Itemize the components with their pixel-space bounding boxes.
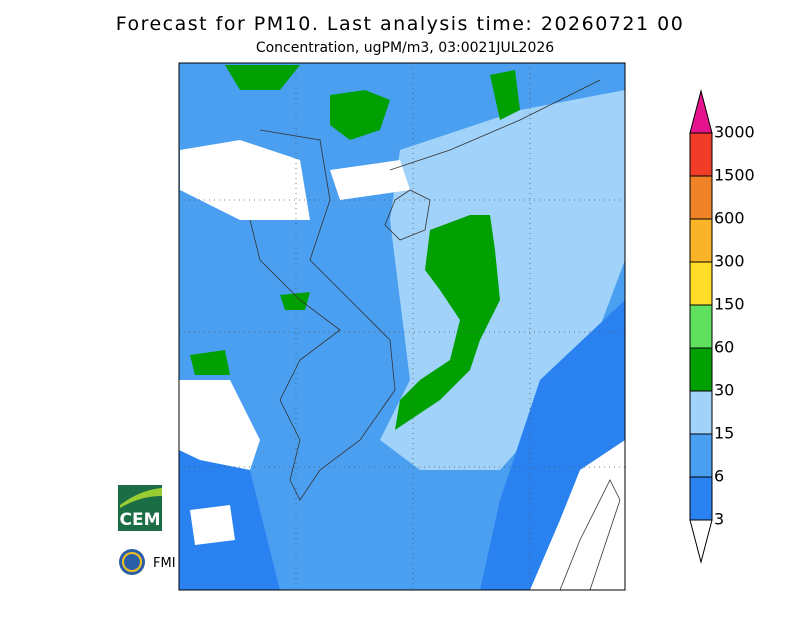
fmi-text: FMI <box>153 556 176 571</box>
colorbar-segment <box>689 390 713 435</box>
green-region <box>225 65 300 90</box>
no-data-region <box>530 440 625 590</box>
title: Forecast for PM10. Last analysis time: 2… <box>116 13 685 35</box>
map <box>178 62 626 591</box>
colorbar-label: 30 <box>714 381 734 400</box>
colorbar-label: 1500 <box>714 166 755 185</box>
coastline <box>249 129 396 501</box>
colorbar-segment <box>689 218 713 263</box>
green-region <box>280 292 310 310</box>
subtitle: Concentration, ugPM/m3, 03:0021JUL2026 <box>256 40 554 56</box>
coastline <box>559 479 621 590</box>
colorbar-segment <box>689 132 713 177</box>
colorbar-over <box>689 89 713 134</box>
no-data-region <box>179 380 260 470</box>
no-data-region <box>190 505 235 545</box>
cem-text: CEM <box>119 510 160 530</box>
colorbar-label: 600 <box>714 209 745 228</box>
colorbar-segment <box>689 476 713 521</box>
green-region <box>395 215 500 430</box>
colorbar-segment <box>689 175 713 220</box>
colorbar-segment <box>689 433 713 478</box>
green-region <box>190 350 230 375</box>
green-region <box>330 90 390 140</box>
no-data-region <box>180 140 310 220</box>
colorbar-label: 300 <box>714 252 745 271</box>
colorbar-label: 15 <box>714 424 734 443</box>
colorbar-segment <box>689 304 713 349</box>
colorbar-under <box>689 519 713 564</box>
colorbar-label: 3000 <box>714 123 755 142</box>
colorbar-segment <box>689 261 713 306</box>
colorbar-label: 6 <box>714 467 724 486</box>
colorbar-segment <box>689 347 713 392</box>
colorbar: 3 6 15 30 60 150 300 600 1500 3000 <box>689 89 755 564</box>
colorbar-label: 150 <box>714 295 745 314</box>
colorbar-label: 3 <box>714 510 724 529</box>
coastline <box>389 79 601 171</box>
cem-logo: CEM <box>118 485 162 531</box>
colorbar-label: 60 <box>714 338 734 357</box>
fmi-logo: FMI <box>119 549 176 575</box>
green-region <box>490 70 520 120</box>
map-frame <box>178 62 626 591</box>
